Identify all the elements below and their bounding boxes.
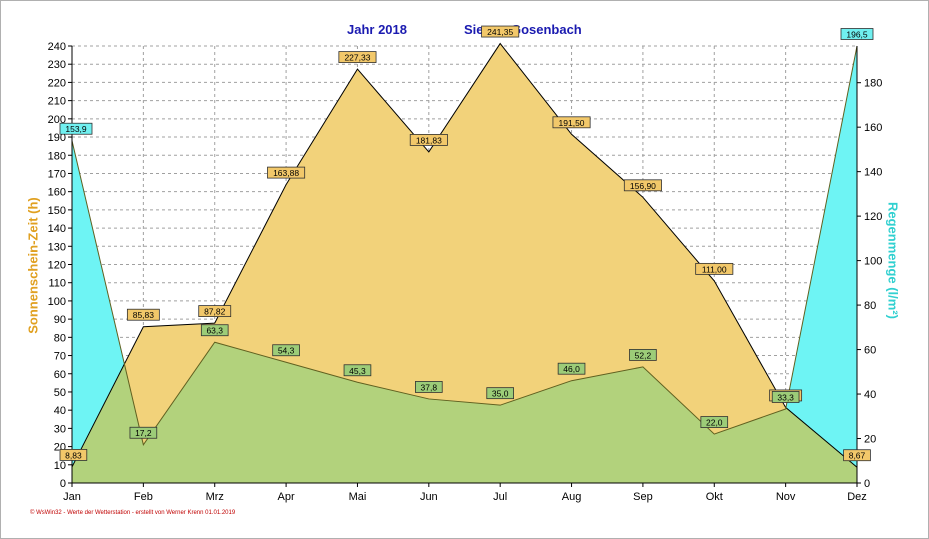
right-tick-label: 80 [864,300,876,312]
left-tick-label: 100 [48,296,66,308]
right-tick-label: 120 [864,211,882,223]
data-label-regenmenge-feb: 17,2 [135,428,152,438]
right-tick-label: 160 [864,122,882,134]
footer-credit: © WsWin32 - Werte der Wetterstation - er… [30,510,236,516]
left-tick-label: 150 [48,205,66,217]
data-label-sonnenschein-feb-box [126,308,160,321]
right-tick-label: 140 [864,167,882,179]
data-label-sonnenschein-jun-box [409,134,448,146]
x-tick-label-dez: Dez [847,491,867,503]
data-label-regenmenge-okt-box [700,416,729,428]
right-tick-label: 180 [864,78,882,90]
data-label-regenmenge-aug-box [557,362,586,375]
data-label-sonnenschein-jan: 8,83 [65,450,82,460]
data-label-regenmenge-sep: 52,2 [635,350,652,360]
data-label-sonnenschein-mai: 227,33 [344,53,370,63]
data-label-regenmenge-nov-box [771,391,800,403]
left-tick-label: 110 [48,278,66,290]
data-label-regenmenge-mai: 45,3 [349,366,366,376]
data-label-regenmenge-jul-box [486,387,514,400]
data-label-regenmenge-dez-box [840,28,874,40]
data-label-sonnenschein-apr-box [267,166,306,179]
x-tick-label-okt: Okt [706,491,723,503]
data-label-sonnenschein-aug: 191,50 [559,118,585,128]
data-label-sonnenschein-mai-box [338,51,377,63]
data-label-regenmenge-jan: 153,9 [65,124,87,134]
left-tick-label: 90 [54,314,66,326]
data-label-regenmenge-jan-box [59,122,93,135]
x-tick-label-apr: Apr [278,491,295,503]
x-tick-label-feb: Feb [134,491,153,503]
data-label-sonnenschein-jul-box [481,25,520,38]
data-label-regenmenge-jun-box [415,381,443,393]
left-tick-label: 70 [54,351,66,363]
data-label-sonnenschein-dez-box [843,449,871,462]
data-label-regenmenge-apr: 54,3 [278,346,295,356]
chart-title-year: Jahr 2018 [347,22,407,37]
x-tick-label-aug: Aug [562,491,582,503]
data-label-regenmenge-mrz-box [200,324,229,337]
right-tick-label: 0 [864,478,870,490]
data-label-sonnenschein-sep: 156,90 [630,181,656,191]
right-tick-label: 60 [864,345,876,357]
left-tick-label: 170 [48,168,66,180]
x-tick-label-nov: Nov [776,491,796,503]
data-label-regenmenge-mrz: 63,3 [206,326,223,336]
data-label-regenmenge-mai-box [343,364,372,377]
data-label-regenmenge-dez: 196,5 [846,30,868,40]
data-label-sonnenschein-okt: 111,00 [702,264,727,274]
data-label-regenmenge-jun: 37,8 [421,382,438,392]
left-tick-label: 180 [48,150,66,162]
data-label-sonnenschein-apr: 163,88 [273,168,299,178]
left-tick-label: 230 [48,59,66,71]
left-tick-label: 60 [54,369,66,381]
left-tick-label: 130 [48,241,66,253]
left-tick-label: 50 [54,387,66,399]
series-area-overlap [72,46,857,483]
data-label-sonnenschein-okt-box [695,262,734,275]
data-label-regenmenge-nov: 33,3 [777,392,794,402]
data-label-regenmenge-okt: 22,0 [706,418,723,428]
left-tick-label: 0 [60,478,66,490]
series-line-sonnenschein [71,42,858,468]
data-label-sonnenschein-dez: 8,67 [849,451,866,461]
left-tick-label: 240 [48,41,66,53]
data-label-sonnenschein-mrz: 87,82 [204,307,226,317]
data-label-sonnenschein-mrz-box [198,305,232,317]
x-tick-label-mai: Mai [349,491,367,503]
left-tick-label: 40 [54,405,66,417]
data-label-sonnenschein-jul: 241,35 [487,27,513,37]
left-tick-label: 30 [54,423,66,435]
data-label-sonnenschein-jun: 181,83 [416,135,442,145]
left-tick-label: 200 [48,114,66,126]
left-tick-label: 140 [48,223,66,235]
left-tick-label: 160 [48,187,66,199]
data-label-sonnenschein-aug-box [552,116,591,129]
x-tick-label-jul: Jul [493,491,507,503]
left-tick-label: 210 [48,96,66,108]
data-label-regenmenge-sep-box [629,349,657,361]
data-label-sonnenschein-jan-box [59,449,88,461]
right-tick-label: 100 [864,256,882,268]
x-tick-label-sep: Sep [633,491,653,503]
left-tick-label: 120 [48,260,66,272]
data-label-regenmenge-jul: 35,0 [492,389,509,399]
data-label-sonnenschein-sep-box [623,179,662,192]
data-label-regenmenge-feb-box [129,426,158,439]
data-label-sonnenschein-feb: 85,83 [133,310,155,320]
data-label-regenmenge-aug: 46,0 [563,364,580,374]
x-tick-label-jun: Jun [420,491,438,503]
left-tick-label: 190 [48,132,66,144]
right-tick-label: 20 [864,434,876,446]
left-tick-label: 10 [54,460,66,472]
left-tick-label: 220 [48,77,66,89]
right-tick-label: 40 [864,389,876,401]
x-tick-label-jan: Jan [63,491,81,503]
left-tick-label: 80 [54,332,66,344]
series-line-regenmenge [71,45,858,446]
x-tick-label-mrz: Mrz [206,491,224,503]
data-label-regenmenge-apr-box [272,344,300,357]
